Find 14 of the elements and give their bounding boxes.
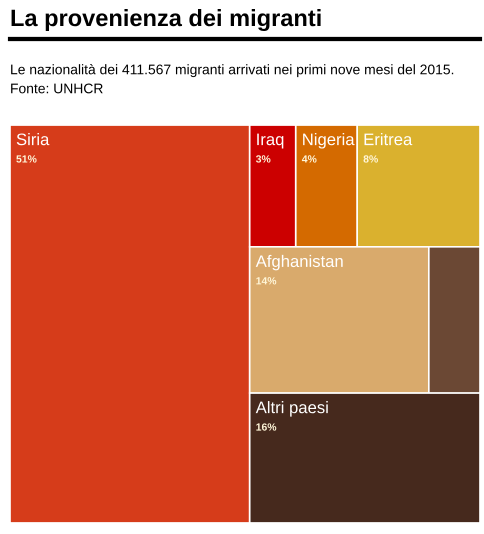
data-label: 3% xyxy=(256,155,270,163)
category-label: Nigeria xyxy=(303,133,355,149)
text: La provenienza dei migranti xyxy=(12,8,321,32)
data-label: 51% xyxy=(16,155,37,163)
data-label: 4% xyxy=(302,155,317,163)
category-label: Altri paesi xyxy=(256,401,328,417)
category-label: Eritrea xyxy=(364,133,412,146)
data-label: 8% xyxy=(364,155,378,163)
data-label: 14% xyxy=(256,277,276,284)
category-label: Iraq xyxy=(257,134,284,149)
text: Le nazionalità dei 411.567 migranti arrivati nei primi nove mesi del 2015. Fonte: UNHCR xyxy=(11,64,454,94)
category-label: Afghanistan xyxy=(256,254,343,270)
data-label: 16% xyxy=(256,423,276,431)
category-label: Siria xyxy=(16,133,50,146)
